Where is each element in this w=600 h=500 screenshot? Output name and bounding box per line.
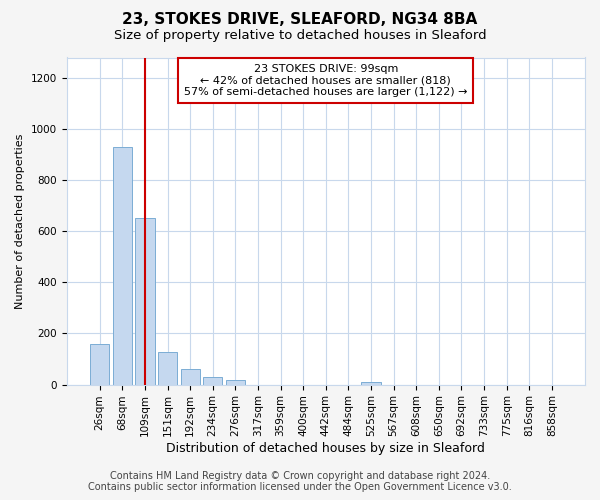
Bar xyxy=(361,382,380,384)
Text: Contains HM Land Registry data © Crown copyright and database right 2024.
Contai: Contains HM Land Registry data © Crown c… xyxy=(88,471,512,492)
Text: 23 STOKES DRIVE: 99sqm
← 42% of detached houses are smaller (818)
57% of semi-de: 23 STOKES DRIVE: 99sqm ← 42% of detached… xyxy=(184,64,467,97)
Text: 23, STOKES DRIVE, SLEAFORD, NG34 8BA: 23, STOKES DRIVE, SLEAFORD, NG34 8BA xyxy=(122,12,478,28)
Bar xyxy=(113,147,132,384)
Bar xyxy=(181,369,200,384)
Bar xyxy=(203,377,223,384)
Text: Size of property relative to detached houses in Sleaford: Size of property relative to detached ho… xyxy=(113,29,487,42)
Y-axis label: Number of detached properties: Number of detached properties xyxy=(15,134,25,308)
Bar xyxy=(158,352,177,384)
Bar xyxy=(226,380,245,384)
Bar xyxy=(90,344,109,384)
Bar xyxy=(136,218,155,384)
X-axis label: Distribution of detached houses by size in Sleaford: Distribution of detached houses by size … xyxy=(166,442,485,455)
